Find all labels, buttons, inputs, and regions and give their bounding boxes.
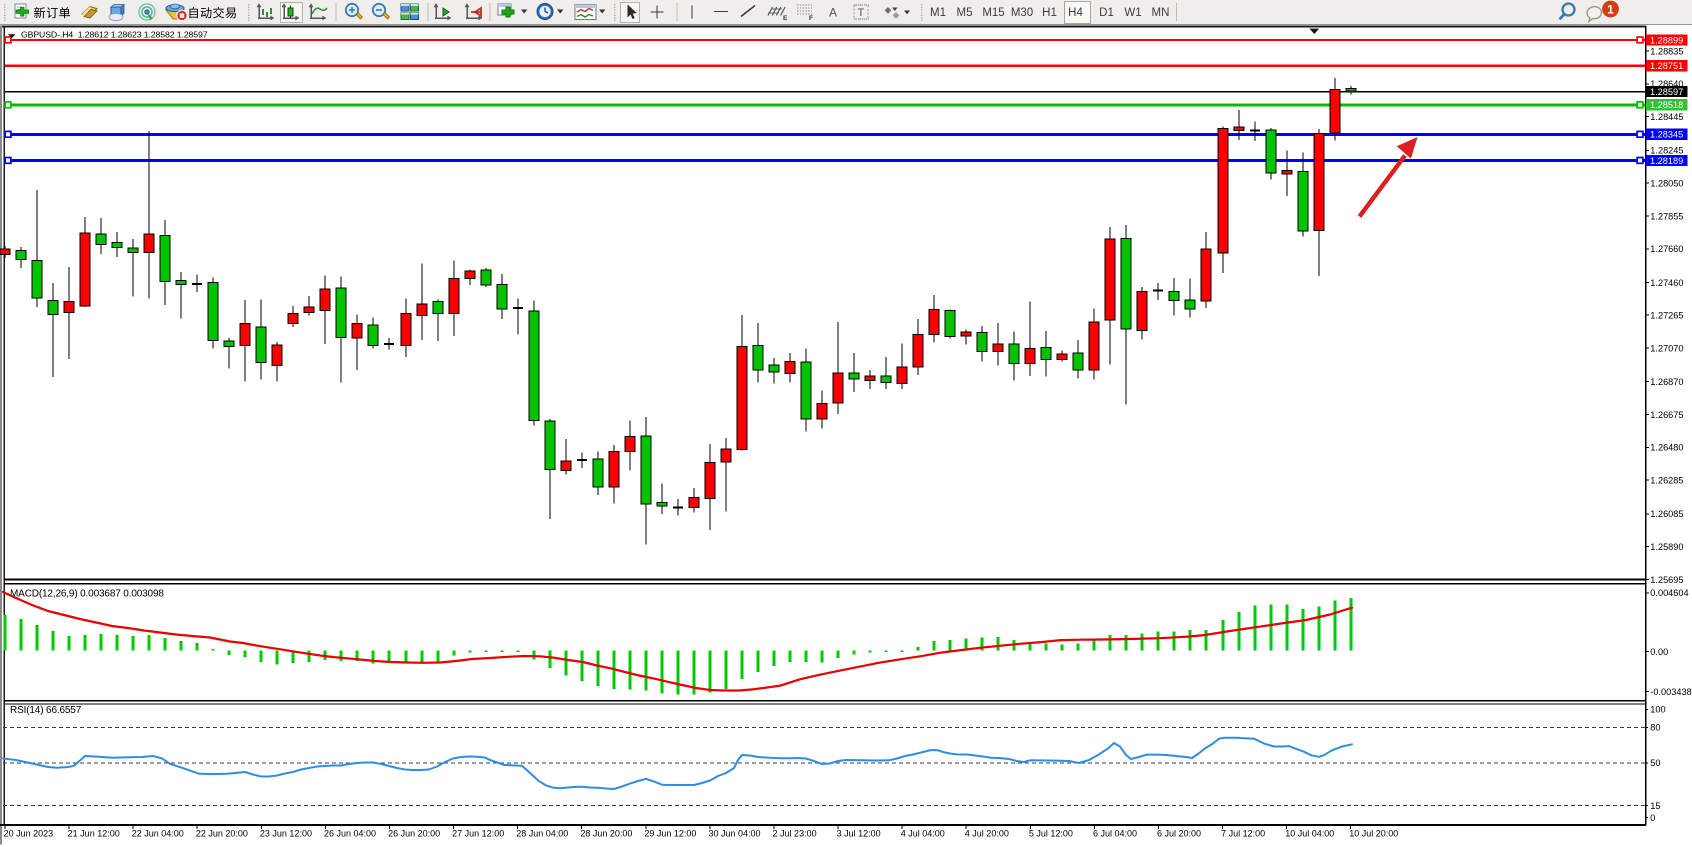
svg-text:5 Jul 12:00: 5 Jul 12:00 <box>1029 828 1073 838</box>
svg-text:29 Jun 12:00: 29 Jun 12:00 <box>644 828 696 838</box>
svg-text:26 Jun 04:00: 26 Jun 04:00 <box>324 828 376 838</box>
svg-text:D1: D1 <box>1099 7 1114 19</box>
svg-text:1.27070: 1.27070 <box>1650 343 1683 353</box>
svg-text:1.28751: 1.28751 <box>1650 61 1683 71</box>
svg-text:3 Jul 12:00: 3 Jul 12:00 <box>837 828 881 838</box>
svg-text:1.28050: 1.28050 <box>1650 179 1683 189</box>
svg-text:1.28445: 1.28445 <box>1650 112 1683 122</box>
svg-text:1.28899: 1.28899 <box>1650 35 1683 45</box>
svg-text:0.004604: 0.004604 <box>1650 588 1688 598</box>
svg-text:22 Jun 20:00: 22 Jun 20:00 <box>196 828 248 838</box>
svg-text:1.27855: 1.27855 <box>1650 211 1683 221</box>
svg-text:1.26285: 1.26285 <box>1650 476 1683 486</box>
svg-text:2 Jul 23:00: 2 Jul 23:00 <box>773 828 817 838</box>
svg-text:20 Jun 2023: 20 Jun 2023 <box>4 828 54 838</box>
svg-text:M30: M30 <box>1011 7 1033 19</box>
svg-text:1.27460: 1.27460 <box>1650 278 1683 288</box>
svg-text:1.25890: 1.25890 <box>1650 542 1683 552</box>
svg-text:23 Jun 12:00: 23 Jun 12:00 <box>260 828 312 838</box>
svg-text:15: 15 <box>1650 801 1660 811</box>
svg-text:6 Jul 04:00: 6 Jul 04:00 <box>1093 828 1137 838</box>
svg-text:M1: M1 <box>930 7 946 19</box>
svg-text:RSI(14) 66.6557: RSI(14) 66.6557 <box>10 705 82 716</box>
svg-text:4 Jul 04:00: 4 Jul 04:00 <box>901 828 945 838</box>
svg-text:A: A <box>829 6 837 20</box>
svg-text:MN: MN <box>1152 7 1170 19</box>
svg-text:10 Jul 04:00: 10 Jul 04:00 <box>1285 828 1334 838</box>
svg-text:4 Jul 20:00: 4 Jul 20:00 <box>965 828 1009 838</box>
svg-text:30 Jun 04:00: 30 Jun 04:00 <box>708 828 760 838</box>
svg-text:1: 1 <box>1607 2 1614 16</box>
svg-text:1.25695: 1.25695 <box>1650 575 1683 585</box>
svg-text:1.28245: 1.28245 <box>1650 146 1683 156</box>
svg-text:F: F <box>809 15 813 22</box>
svg-text:1.27660: 1.27660 <box>1650 244 1683 254</box>
svg-text:1.28597: 1.28597 <box>1650 87 1683 97</box>
svg-text:GBPUSD-.H4 1.28612 1.28623 1.: GBPUSD-.H4 1.28612 1.28623 1.28582 1.285… <box>21 30 208 40</box>
svg-text:1.28518: 1.28518 <box>1650 100 1683 110</box>
svg-text:1.28189: 1.28189 <box>1650 156 1683 166</box>
svg-text:M15: M15 <box>982 7 1004 19</box>
svg-text:MACD(12,26,9) 0.003687 0.00309: MACD(12,26,9) 0.003687 0.003098 <box>10 588 164 599</box>
svg-text:1.28345: 1.28345 <box>1650 130 1683 140</box>
svg-text:E: E <box>783 15 788 22</box>
svg-text:21 Jun 12:00: 21 Jun 12:00 <box>68 828 120 838</box>
svg-text:7 Jul 12:00: 7 Jul 12:00 <box>1221 828 1265 838</box>
svg-text:W1: W1 <box>1124 7 1141 19</box>
svg-text:28 Jun 20:00: 28 Jun 20:00 <box>580 828 632 838</box>
svg-text:T: T <box>858 7 865 19</box>
svg-text:-0.003438: -0.003438 <box>1650 687 1691 697</box>
svg-text:28 Jun 04:00: 28 Jun 04:00 <box>516 828 568 838</box>
svg-text:10 Jul 20:00: 10 Jul 20:00 <box>1349 828 1398 838</box>
svg-text:1.26085: 1.26085 <box>1650 509 1683 519</box>
svg-text:26 Jun 20:00: 26 Jun 20:00 <box>388 828 440 838</box>
svg-text:27 Jun 12:00: 27 Jun 12:00 <box>452 828 504 838</box>
svg-text:M5: M5 <box>957 7 973 19</box>
svg-text:0.00: 0.00 <box>1650 647 1668 657</box>
svg-text:100: 100 <box>1650 705 1665 715</box>
svg-text:1.26480: 1.26480 <box>1650 443 1683 453</box>
svg-text:1.26675: 1.26675 <box>1650 410 1683 420</box>
svg-text:80: 80 <box>1650 723 1660 733</box>
svg-text:H1: H1 <box>1042 7 1057 19</box>
svg-text:6 Jul 20:00: 6 Jul 20:00 <box>1157 828 1201 838</box>
svg-text:22 Jun 04:00: 22 Jun 04:00 <box>132 828 184 838</box>
svg-text:0: 0 <box>1650 813 1655 823</box>
svg-text:H4: H4 <box>1068 7 1083 19</box>
svg-text:1.26870: 1.26870 <box>1650 377 1683 387</box>
svg-text:1.28835: 1.28835 <box>1650 46 1683 56</box>
svg-text:50: 50 <box>1650 758 1660 768</box>
svg-text:1.28640: 1.28640 <box>1650 79 1683 89</box>
svg-text:1.27265: 1.27265 <box>1650 311 1683 321</box>
